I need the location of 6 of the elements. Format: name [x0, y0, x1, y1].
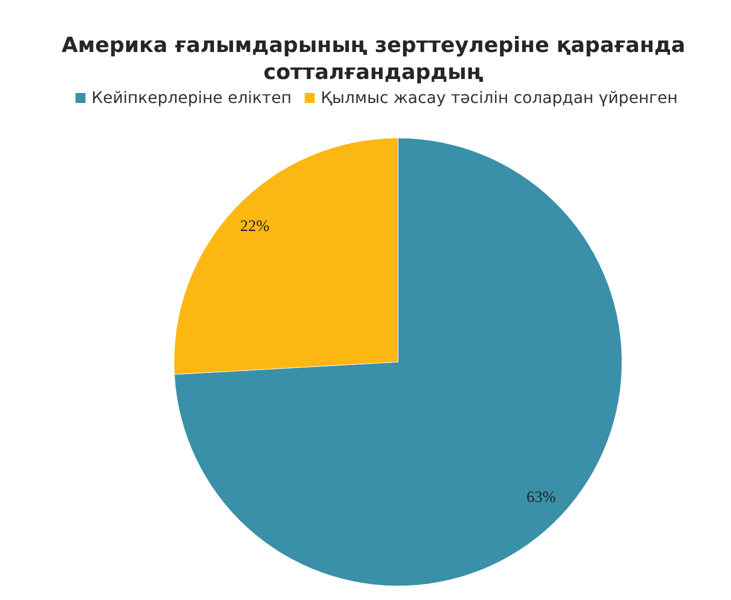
legend-label: Кейіпкерлеріне еліктеп	[92, 88, 292, 107]
pie-slice	[174, 138, 622, 586]
data-label: 22%	[240, 218, 270, 236]
data-label: 63%	[526, 488, 556, 506]
legend-label: Қылмыс жасау тәсілін солардан үйренген	[320, 88, 678, 107]
chart-title: Америка ғалымдарының зерттеулеріне қарағанда сотталғандардың	[62, 33, 686, 84]
